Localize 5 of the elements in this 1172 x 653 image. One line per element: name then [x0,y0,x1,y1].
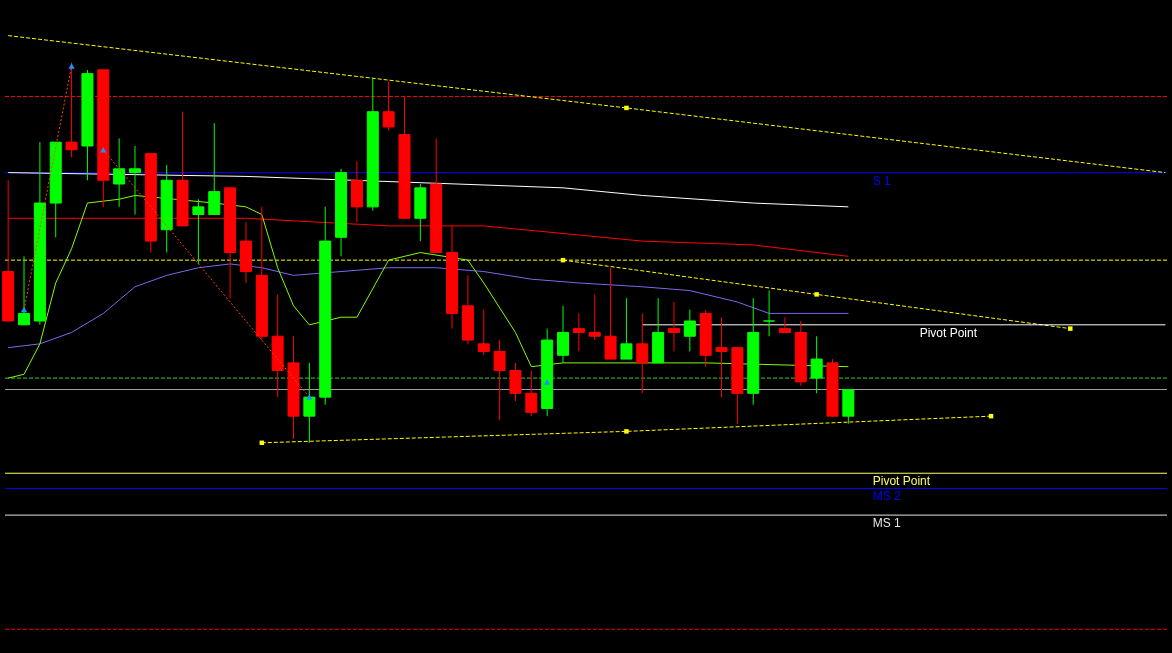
series-label: Pivot Point [919,325,978,340]
ref-line-label: MS 2 [872,489,902,504]
ref-line-label: MS 1 [872,516,902,531]
ref-line-label: Pivot Point [872,474,931,489]
ref-line-label: S 1 [872,173,892,188]
